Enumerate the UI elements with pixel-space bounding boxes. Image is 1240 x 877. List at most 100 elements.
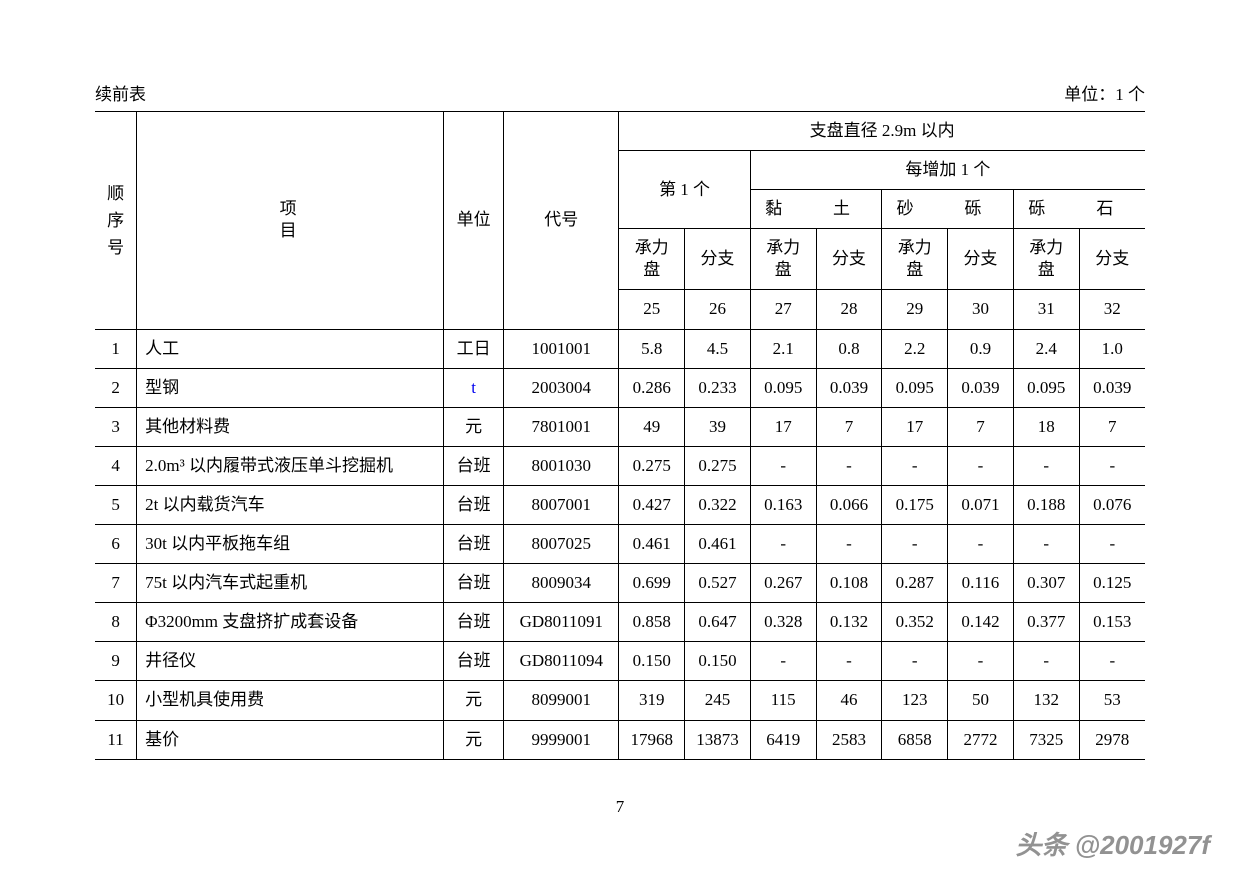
- cell-value: 0.858: [619, 603, 685, 642]
- cell-value: 0.116: [948, 564, 1014, 603]
- th-idx: 29: [882, 290, 948, 329]
- cell-value: 0.039: [816, 368, 882, 407]
- cell-value: -: [948, 642, 1014, 681]
- th-bearing: 承力盘: [750, 229, 816, 290]
- cell-value: 0.328: [750, 603, 816, 642]
- cell-unit: 工日: [443, 329, 503, 368]
- table-row: 11基价元99990011796813873641925836858277273…: [95, 720, 1145, 759]
- cell-seq: 11: [95, 720, 137, 759]
- table-row: 9井径仪台班GD80110940.1500.150------: [95, 642, 1145, 681]
- cell-seq: 1: [95, 329, 137, 368]
- cell-value: 7: [948, 407, 1014, 446]
- table-body: 1人工工日10010015.84.52.10.82.20.92.41.02型钢t…: [95, 329, 1145, 759]
- th-seq: 顺序号: [95, 112, 137, 330]
- cell-seq: 10: [95, 681, 137, 720]
- th-branch: 分支: [948, 229, 1014, 290]
- cell-value: 0.132: [816, 603, 882, 642]
- cell-value: 0.076: [1079, 485, 1145, 524]
- cell-value: 0.071: [948, 485, 1014, 524]
- cell-code: 1001001: [504, 329, 619, 368]
- cell-value: 0.039: [1079, 368, 1145, 407]
- cell-seq: 6: [95, 525, 137, 564]
- th-branch: 分支: [1079, 229, 1145, 290]
- cell-code: 8099001: [504, 681, 619, 720]
- cell-value: 0.527: [685, 564, 751, 603]
- cell-code: 8009034: [504, 564, 619, 603]
- cell-value: -: [816, 642, 882, 681]
- cell-value: 0.163: [750, 485, 816, 524]
- cell-value: 7: [1079, 407, 1145, 446]
- table-row: 8Φ3200mm 支盘挤扩成套设备台班GD80110910.8580.6470.…: [95, 603, 1145, 642]
- cell-item: 2t 以内载货汽车: [137, 485, 444, 524]
- table-caption-row: 续前表 单位：1 个: [95, 80, 1145, 105]
- cell-seq: 5: [95, 485, 137, 524]
- cell-value: 0.039: [948, 368, 1014, 407]
- cell-value: 0.275: [685, 446, 751, 485]
- cell-item: Φ3200mm 支盘挤扩成套设备: [137, 603, 444, 642]
- cell-value: 18: [1013, 407, 1079, 446]
- cell-item: 人工: [137, 329, 444, 368]
- cell-value: 123: [882, 681, 948, 720]
- cost-table: 顺序号 项 目 单位 代号 支盘直径 2.9m 以内 第 1 个 每增加 1 个…: [95, 111, 1145, 760]
- cell-value: 0.095: [882, 368, 948, 407]
- cell-item: 井径仪: [137, 642, 444, 681]
- caption-right: 单位：1 个: [1064, 80, 1145, 105]
- th-idx: 26: [685, 290, 751, 329]
- cell-value: -: [816, 525, 882, 564]
- cell-code: GD8011091: [504, 603, 619, 642]
- cell-value: 2583: [816, 720, 882, 759]
- cell-value: 0.647: [685, 603, 751, 642]
- cell-code: 8007001: [504, 485, 619, 524]
- cell-item: 基价: [137, 720, 444, 759]
- cell-unit: 元: [443, 681, 503, 720]
- cell-value: -: [1013, 642, 1079, 681]
- cell-unit: 台班: [443, 564, 503, 603]
- cell-item: 75t 以内汽车式起重机: [137, 564, 444, 603]
- table-row: 2型钢t20030040.2860.2330.0950.0390.0950.03…: [95, 368, 1145, 407]
- watermark: 头条 @2001927f: [1016, 825, 1210, 862]
- cell-value: 319: [619, 681, 685, 720]
- th-bearing: 承力盘: [1013, 229, 1079, 290]
- cell-seq: 2: [95, 368, 137, 407]
- cell-unit: 台班: [443, 525, 503, 564]
- cell-value: 0.142: [948, 603, 1014, 642]
- cell-value: 0.461: [685, 525, 751, 564]
- th-first-one: 第 1 个: [619, 151, 751, 229]
- cell-value: 0.095: [750, 368, 816, 407]
- table-row: 10小型机具使用费元8099001319245115461235013253: [95, 681, 1145, 720]
- table-row: 775t 以内汽车式起重机台班80090340.6990.5270.2670.1…: [95, 564, 1145, 603]
- cell-value: 0.188: [1013, 485, 1079, 524]
- th-idx: 31: [1013, 290, 1079, 329]
- cell-value: -: [1079, 446, 1145, 485]
- cell-value: 0.699: [619, 564, 685, 603]
- cell-value: 0.108: [816, 564, 882, 603]
- cell-value: 4.5: [685, 329, 751, 368]
- cell-unit: t: [443, 368, 503, 407]
- cell-value: 0.175: [882, 485, 948, 524]
- th-idx: 32: [1079, 290, 1145, 329]
- cell-value: 0.095: [1013, 368, 1079, 407]
- cell-unit: 台班: [443, 446, 503, 485]
- th-group-title: 支盘直径 2.9m 以内: [619, 112, 1145, 151]
- cell-value: 0.307: [1013, 564, 1079, 603]
- cell-value: 0.150: [685, 642, 751, 681]
- cell-value: 0.427: [619, 485, 685, 524]
- table-row: 52t 以内载货汽车台班80070010.4270.3220.1630.0660…: [95, 485, 1145, 524]
- cell-value: 50: [948, 681, 1014, 720]
- cell-value: 2772: [948, 720, 1014, 759]
- cell-value: 0.275: [619, 446, 685, 485]
- th-bearing: 承力盘: [882, 229, 948, 290]
- cell-value: -: [1013, 446, 1079, 485]
- cell-code: GD8011094: [504, 642, 619, 681]
- cell-unit: 台班: [443, 485, 503, 524]
- cell-seq: 3: [95, 407, 137, 446]
- cell-value: 132: [1013, 681, 1079, 720]
- cell-value: 17: [882, 407, 948, 446]
- cell-value: 2.2: [882, 329, 948, 368]
- cell-value: -: [948, 525, 1014, 564]
- cell-value: 46: [816, 681, 882, 720]
- cell-value: -: [750, 642, 816, 681]
- th-unit: 单位: [443, 112, 503, 330]
- table-row: 1人工工日10010015.84.52.10.82.20.92.41.0: [95, 329, 1145, 368]
- cell-seq: 8: [95, 603, 137, 642]
